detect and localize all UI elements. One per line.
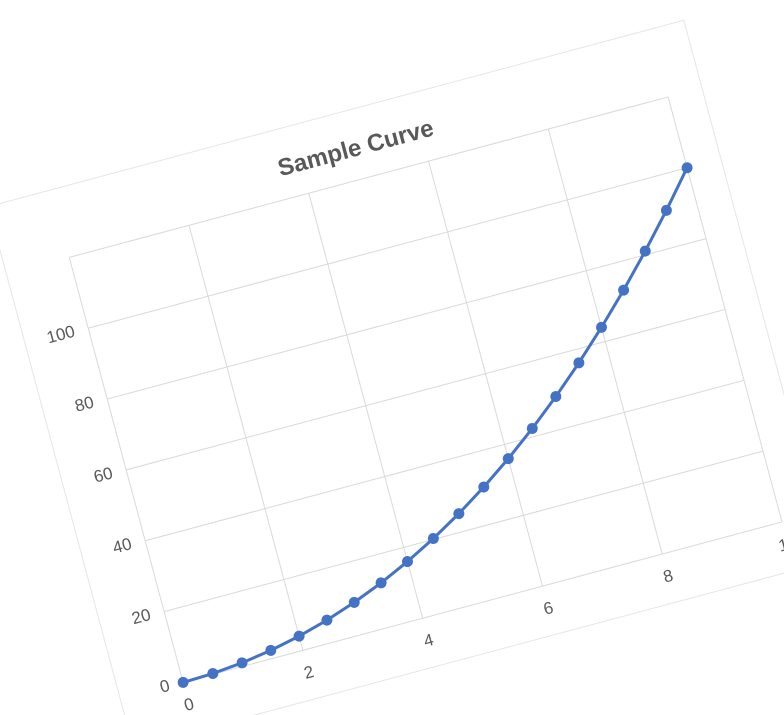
grid-line [428, 160, 543, 587]
y-tick-label: 20 [130, 605, 153, 628]
y-tick-label: 60 [92, 463, 115, 486]
data-point [177, 676, 189, 688]
grid-line [188, 225, 304, 651]
data-point [618, 284, 630, 296]
data-point [639, 245, 651, 257]
data-point [573, 357, 585, 369]
grid-line [88, 167, 688, 329]
data-point [265, 644, 277, 656]
data-point [236, 657, 248, 669]
data-point [427, 532, 439, 544]
grid-line [547, 128, 663, 555]
grid-line [164, 450, 764, 613]
data-point [207, 668, 219, 680]
data-point [595, 321, 607, 333]
grid-line [308, 193, 424, 619]
data-point [321, 614, 333, 626]
grid-line [107, 238, 707, 400]
data-point [478, 481, 490, 493]
y-tick-label: 80 [73, 393, 96, 416]
data-point [453, 508, 465, 520]
data-point [550, 391, 562, 403]
data-point [526, 422, 538, 434]
y-tick-label: 40 [111, 534, 134, 557]
grid-line [126, 308, 726, 471]
data-point [681, 162, 693, 174]
grid-line [145, 379, 745, 542]
data-point [293, 630, 305, 642]
data-point [660, 204, 672, 216]
grid-line [69, 96, 669, 258]
x-tick-label: 10 [776, 533, 784, 556]
data-point [375, 577, 387, 589]
grid-line [182, 521, 783, 683]
data-point [348, 596, 360, 608]
data-point [502, 453, 514, 465]
grid-line [68, 257, 184, 683]
data-point [401, 556, 413, 568]
